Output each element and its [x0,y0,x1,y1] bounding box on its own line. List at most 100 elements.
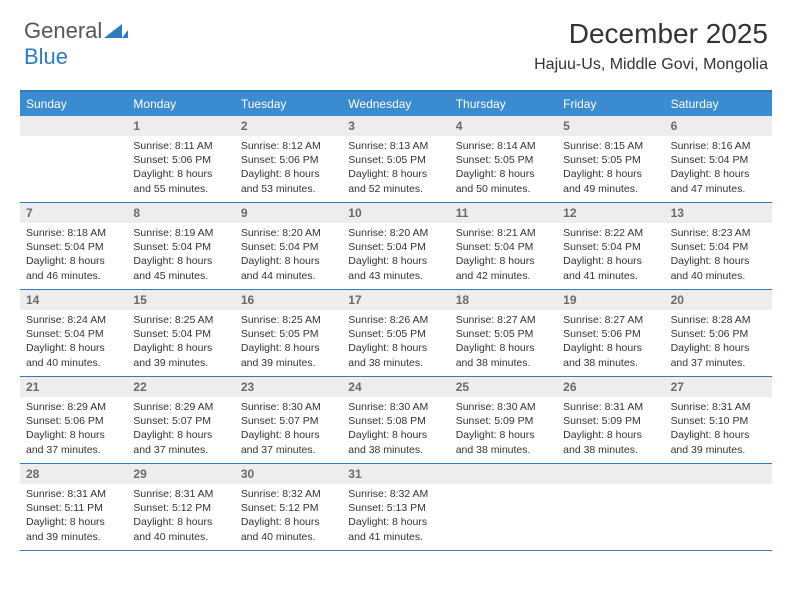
sunset-text: Sunset: 5:05 PM [456,153,551,167]
sunrise-text: Sunrise: 8:20 AM [241,226,336,240]
daylight-text: Daylight: 8 hours and 40 minutes. [241,515,336,543]
sunset-text: Sunset: 5:04 PM [348,240,443,254]
day-number: 8 [127,203,234,223]
day-body: Sunrise: 8:32 AMSunset: 5:12 PMDaylight:… [235,484,342,550]
day-body: Sunrise: 8:18 AMSunset: 5:04 PMDaylight:… [20,223,127,289]
day-cell: 21Sunrise: 8:29 AMSunset: 5:06 PMDayligh… [20,377,127,463]
sunrise-text: Sunrise: 8:31 AM [563,400,658,414]
day-number: 21 [20,377,127,397]
location-text: Hajuu-Us, Middle Govi, Mongolia [534,56,768,74]
daylight-text: Daylight: 8 hours and 45 minutes. [133,254,228,282]
sunset-text: Sunset: 5:06 PM [241,153,336,167]
sunrise-text: Sunrise: 8:20 AM [348,226,443,240]
day-body: Sunrise: 8:30 AMSunset: 5:07 PMDaylight:… [235,397,342,463]
day-body: Sunrise: 8:14 AMSunset: 5:05 PMDaylight:… [450,136,557,202]
day-cell: 28Sunrise: 8:31 AMSunset: 5:11 PMDayligh… [20,464,127,550]
daylight-text: Daylight: 8 hours and 46 minutes. [26,254,121,282]
daylight-text: Daylight: 8 hours and 38 minutes. [563,341,658,369]
sunset-text: Sunset: 5:04 PM [241,240,336,254]
day-cell: 25Sunrise: 8:30 AMSunset: 5:09 PMDayligh… [450,377,557,463]
dow-cell: Sunday [20,92,127,116]
daylight-text: Daylight: 8 hours and 38 minutes. [348,341,443,369]
sunrise-text: Sunrise: 8:13 AM [348,139,443,153]
sunset-text: Sunset: 5:05 PM [348,153,443,167]
calendar: Sunday Monday Tuesday Wednesday Thursday… [20,90,772,551]
daylight-text: Daylight: 8 hours and 39 minutes. [671,428,766,456]
sunrise-text: Sunrise: 8:21 AM [456,226,551,240]
day-cell: 10Sunrise: 8:20 AMSunset: 5:04 PMDayligh… [342,203,449,289]
day-number: 29 [127,464,234,484]
day-number: 2 [235,116,342,136]
day-body [20,136,127,145]
sunset-text: Sunset: 5:07 PM [241,414,336,428]
day-number: 15 [127,290,234,310]
daylight-text: Daylight: 8 hours and 41 minutes. [348,515,443,543]
sunset-text: Sunset: 5:05 PM [456,327,551,341]
day-number: 28 [20,464,127,484]
day-number: 31 [342,464,449,484]
day-body: Sunrise: 8:19 AMSunset: 5:04 PMDaylight:… [127,223,234,289]
sunrise-text: Sunrise: 8:12 AM [241,139,336,153]
sunset-text: Sunset: 5:12 PM [133,501,228,515]
sunset-text: Sunset: 5:06 PM [133,153,228,167]
day-body: Sunrise: 8:20 AMSunset: 5:04 PMDaylight:… [235,223,342,289]
day-cell: 13Sunrise: 8:23 AMSunset: 5:04 PMDayligh… [665,203,772,289]
daylight-text: Daylight: 8 hours and 39 minutes. [26,515,121,543]
daylight-text: Daylight: 8 hours and 44 minutes. [241,254,336,282]
daylight-text: Daylight: 8 hours and 37 minutes. [26,428,121,456]
sunrise-text: Sunrise: 8:30 AM [456,400,551,414]
sunset-text: Sunset: 5:04 PM [133,240,228,254]
day-number: 19 [557,290,664,310]
daylight-text: Daylight: 8 hours and 39 minutes. [241,341,336,369]
daylight-text: Daylight: 8 hours and 40 minutes. [133,515,228,543]
dow-cell: Tuesday [235,92,342,116]
sunrise-text: Sunrise: 8:22 AM [563,226,658,240]
day-cell [20,116,127,202]
day-body: Sunrise: 8:30 AMSunset: 5:09 PMDaylight:… [450,397,557,463]
day-number: 25 [450,377,557,397]
daylight-text: Daylight: 8 hours and 38 minutes. [456,428,551,456]
day-body: Sunrise: 8:29 AMSunset: 5:06 PMDaylight:… [20,397,127,463]
daylight-text: Daylight: 8 hours and 40 minutes. [671,254,766,282]
day-number: 9 [235,203,342,223]
sunset-text: Sunset: 5:04 PM [671,240,766,254]
day-cell: 7Sunrise: 8:18 AMSunset: 5:04 PMDaylight… [20,203,127,289]
logo-text-general: General [24,18,102,43]
dow-cell: Thursday [450,92,557,116]
daylight-text: Daylight: 8 hours and 43 minutes. [348,254,443,282]
sunset-text: Sunset: 5:07 PM [133,414,228,428]
day-number: 14 [20,290,127,310]
day-cell: 17 Sunrise: 8:26 AMSunset: 5:05 PMDayligh… [342,290,449,376]
day-cell: 18Sunrise: 8:27 AMSunset: 5:05 PMDayligh… [450,290,557,376]
day-cell: 1Sunrise: 8:11 AMSunset: 5:06 PMDaylight… [127,116,234,202]
day-body: Sunrise: 8:13 AMSunset: 5:05 PMDaylight:… [342,136,449,202]
sunrise-text: Sunrise: 8:11 AM [133,139,228,153]
daylight-text: Daylight: 8 hours and 37 minutes. [671,341,766,369]
day-cell: 6Sunrise: 8:16 AMSunset: 5:04 PMDaylight… [665,116,772,202]
day-cell: 22Sunrise: 8:29 AMSunset: 5:07 PMDayligh… [127,377,234,463]
sunrise-text: Sunrise: 8:15 AM [563,139,658,153]
day-body: Sunrise: 8:23 AMSunset: 5:04 PMDaylight:… [665,223,772,289]
day-number: 11 [450,203,557,223]
daylight-text: Daylight: 8 hours and 42 minutes. [456,254,551,282]
day-number [665,464,772,484]
week-row: 21Sunrise: 8:29 AMSunset: 5:06 PMDayligh… [20,377,772,464]
day-body: Sunrise: 8:12 AMSunset: 5:06 PMDaylight:… [235,136,342,202]
sunrise-text: Sunrise: 8:26 AM [348,313,443,327]
day-body: Sunrise: 8:29 AMSunset: 5:07 PMDaylight:… [127,397,234,463]
header: General Blue December 2025 Hajuu-Us, Mid… [0,0,792,82]
daylight-text: Daylight: 8 hours and 40 minutes. [26,341,121,369]
day-cell [450,464,557,550]
dow-cell: Wednesday [342,92,449,116]
sunrise-text: Sunrise: 8:29 AM [26,400,121,414]
day-body: Sunrise: 8:27 AMSunset: 5:06 PMDaylight:… [557,310,664,376]
week-row: 1Sunrise: 8:11 AMSunset: 5:06 PMDaylight… [20,116,772,203]
sunrise-text: Sunrise: 8:29 AM [133,400,228,414]
day-cell: 16Sunrise: 8:25 AMSunset: 5:05 PMDayligh… [235,290,342,376]
day-cell: 27Sunrise: 8:31 AMSunset: 5:10 PMDayligh… [665,377,772,463]
sunrise-text: Sunrise: 8:23 AM [671,226,766,240]
day-number: 17 [342,290,449,310]
sunrise-text: Sunrise: 8:31 AM [26,487,121,501]
day-body: Sunrise: 8:28 AMSunset: 5:06 PMDaylight:… [665,310,772,376]
sunset-text: Sunset: 5:05 PM [348,327,443,341]
